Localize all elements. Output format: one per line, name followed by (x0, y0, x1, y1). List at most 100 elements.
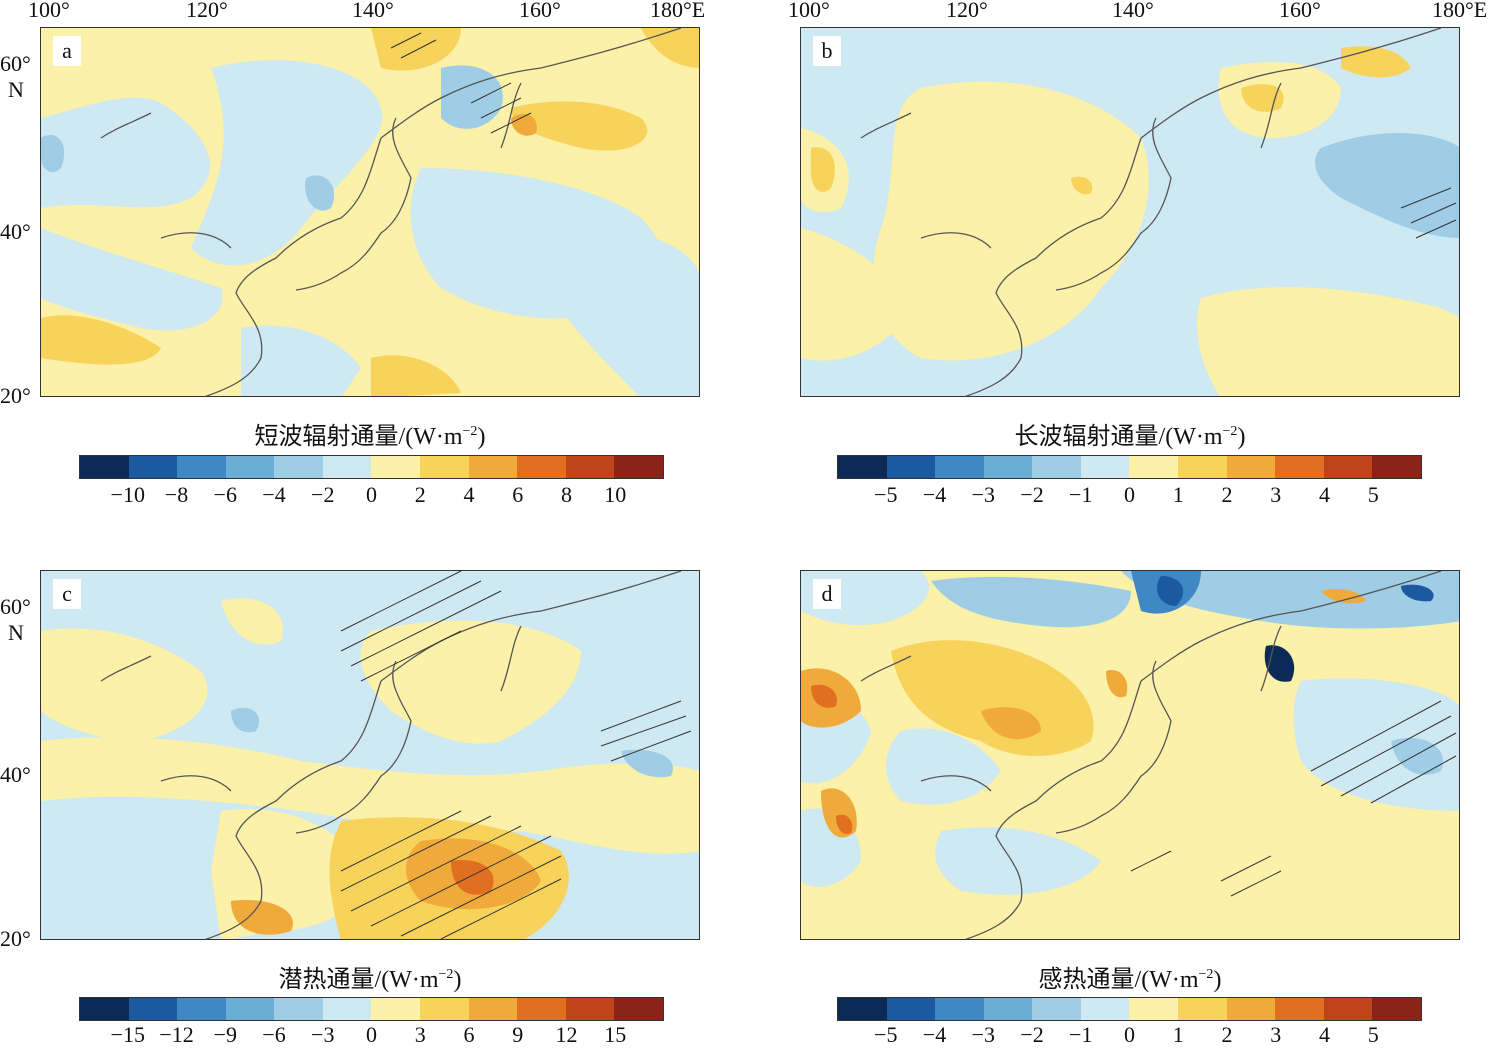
colorbar-a-swatch-1 (128, 456, 178, 478)
colorbar-b-tick-1: −4 (922, 482, 947, 507)
colorbar-b-swatch-7 (1178, 456, 1227, 478)
colorbar-a-tick-7: 4 (463, 482, 475, 507)
colorbar-a-tick-1: −8 (164, 482, 189, 507)
map-field-c (41, 571, 699, 939)
colorbar-a-tick-6: 2 (414, 482, 426, 507)
lon-tick-100-top-right: 100° (788, 0, 830, 22)
colorbar-a-swatch-5 (322, 456, 372, 478)
colorbar-b-tick-7: 2 (1221, 482, 1233, 507)
colorbar-c-tick-9: 12 (555, 1022, 578, 1047)
colorbar-a-swatch-3 (225, 456, 275, 478)
lat-tick-40-a: 40° (0, 219, 31, 244)
colorbar-c-tick-5: 0 (366, 1022, 377, 1047)
colorbar-a-swatch-8 (468, 456, 518, 478)
colorbar-c-swatch-5 (322, 998, 372, 1020)
lat-tick-40-c: 40° (0, 762, 31, 787)
colorbar-a-tick-5: 0 (366, 482, 377, 507)
panel-label-c: c (53, 579, 81, 609)
colorbar-c-tick-3: −6 (262, 1022, 286, 1047)
map-panel-d: d (800, 570, 1460, 940)
colorbar-a-tick-4: −2 (311, 482, 335, 507)
lon-tick-160-top-right: 160° (1279, 0, 1321, 22)
colorbar-a-tick-2: −6 (213, 482, 237, 507)
colorbar-d-tick-5: 0 (1124, 1022, 1135, 1047)
map-field-a (41, 28, 699, 396)
colorbar-b-tick-2: −3 (971, 482, 995, 507)
colorbar-d-tick-9: 4 (1319, 1022, 1330, 1047)
colorbar-a-swatch-9 (517, 456, 566, 478)
colorbar-b-tick-5: 0 (1124, 482, 1135, 507)
colorbar-d-swatch-0 (838, 998, 887, 1020)
colorbar-a-swatch-4 (274, 456, 323, 478)
colorbar-c-tick-10: 15 (604, 1022, 627, 1047)
colorbar-ticks-d: −5 −4 −3 −2 −1 0 1 2 3 4 5 (837, 1022, 1422, 1048)
colorbar-d-swatch-1 (886, 998, 936, 1020)
colorbar-d-tick-3: −2 (1020, 1022, 1044, 1047)
colorbar-c-swatch-1 (128, 998, 178, 1020)
colorbar-b-swatch-6 (1129, 456, 1179, 478)
colorbar-d (837, 997, 1422, 1021)
colorbar-d-tick-10: 5 (1367, 1022, 1379, 1047)
lon-tick-180-top-left: 180°E (650, 0, 706, 22)
colorbar-b-tick-0: −5 (874, 482, 898, 507)
colorbar-d-swatch-7 (1178, 998, 1227, 1020)
colorbar-c-swatch-11 (614, 998, 663, 1020)
panel-label-d: d (813, 579, 841, 609)
lat-tick-60-a: 60° (0, 51, 31, 76)
lon-tick-120-top-left: 120° (186, 0, 228, 22)
colorbar-c-tick-7: 6 (463, 1022, 475, 1047)
colorbar-d-tick-2: −3 (971, 1022, 995, 1047)
colorbar-a-tick-10: 10 (604, 482, 627, 507)
colorbar-d-tick-7: 2 (1221, 1022, 1233, 1047)
colorbar-a-tick-0: −10 (110, 482, 145, 507)
colorbar-c-tick-0: −15 (110, 1022, 145, 1047)
coastline-b (860, 28, 1442, 396)
colorbar-a-tick-9: 8 (561, 482, 572, 507)
colorbar-c-swatch-2 (177, 998, 226, 1020)
lon-tick-140-top-right: 140° (1112, 0, 1154, 22)
colorbar-a-tick-8: 6 (512, 482, 524, 507)
colorbar-b-tick-10: 5 (1367, 482, 1379, 507)
colorbar-b-tick-3: −2 (1020, 482, 1044, 507)
colorbar-d-swatch-6 (1129, 998, 1179, 1020)
lon-tick-140-top-left: 140° (352, 0, 394, 22)
colorbar-title-b: 长波辐射通量/(W·m−2) (1014, 424, 1246, 450)
panel-label-b: b (813, 36, 841, 66)
colorbar-title-a: 短波辐射通量/(W·m−2) (254, 424, 486, 450)
colorbar-d-swatch-11 (1372, 998, 1421, 1020)
colorbar-a (79, 455, 664, 479)
colorbar-ticks-c: −15 −12 −9 −6 −3 0 3 6 9 12 15 (79, 1022, 664, 1048)
colorbar-c-swatch-7 (420, 998, 469, 1020)
colorbar-a-swatch-11 (614, 456, 663, 478)
colorbar-d-tick-1: −4 (922, 1022, 947, 1047)
colorbar-b-swatch-4 (1032, 456, 1081, 478)
lon-tick-100-top-left: 100° (28, 0, 70, 22)
colorbar-c-tick-6: 3 (414, 1022, 426, 1047)
map-panel-a: a (40, 27, 700, 397)
colorbar-c-tick-1: −12 (159, 1022, 194, 1047)
colorbar-c-tick-2: −9 (213, 1022, 237, 1047)
lon-tick-160-top-left: 160° (519, 0, 561, 22)
colorbar-d-tick-4: −1 (1069, 1022, 1093, 1047)
colorbar-d-swatch-5 (1080, 998, 1130, 1020)
coastline-a (100, 28, 682, 396)
colorbar-a-swatch-0 (80, 456, 129, 478)
colorbar-b-swatch-11 (1372, 456, 1421, 478)
hatch-a (390, 32, 532, 134)
lat-unit-a: N (8, 77, 24, 102)
map-field-b (801, 28, 1459, 396)
colorbar-c-swatch-0 (80, 998, 129, 1020)
colorbar-d-tick-6: 1 (1172, 1022, 1184, 1047)
colorbar-b-tick-9: 4 (1319, 482, 1330, 507)
colorbar-c-swatch-3 (225, 998, 275, 1020)
lat-tick-20-c: 20° (0, 926, 31, 951)
colorbar-b-swatch-1 (886, 456, 936, 478)
colorbar-d-tick-0: −5 (874, 1022, 898, 1047)
colorbar-c-swatch-8 (468, 998, 518, 1020)
coastline-d (860, 571, 1442, 939)
map-panel-c: c (40, 570, 700, 940)
colorbar-title-d: 感热通量/(W·m−2) (1038, 967, 1222, 993)
hatch-d (1130, 700, 1457, 897)
colorbar-b-swatch-2 (935, 456, 984, 478)
colorbar-ticks-b: −5 −4 −3 −2 −1 0 1 2 3 4 5 (837, 482, 1422, 508)
